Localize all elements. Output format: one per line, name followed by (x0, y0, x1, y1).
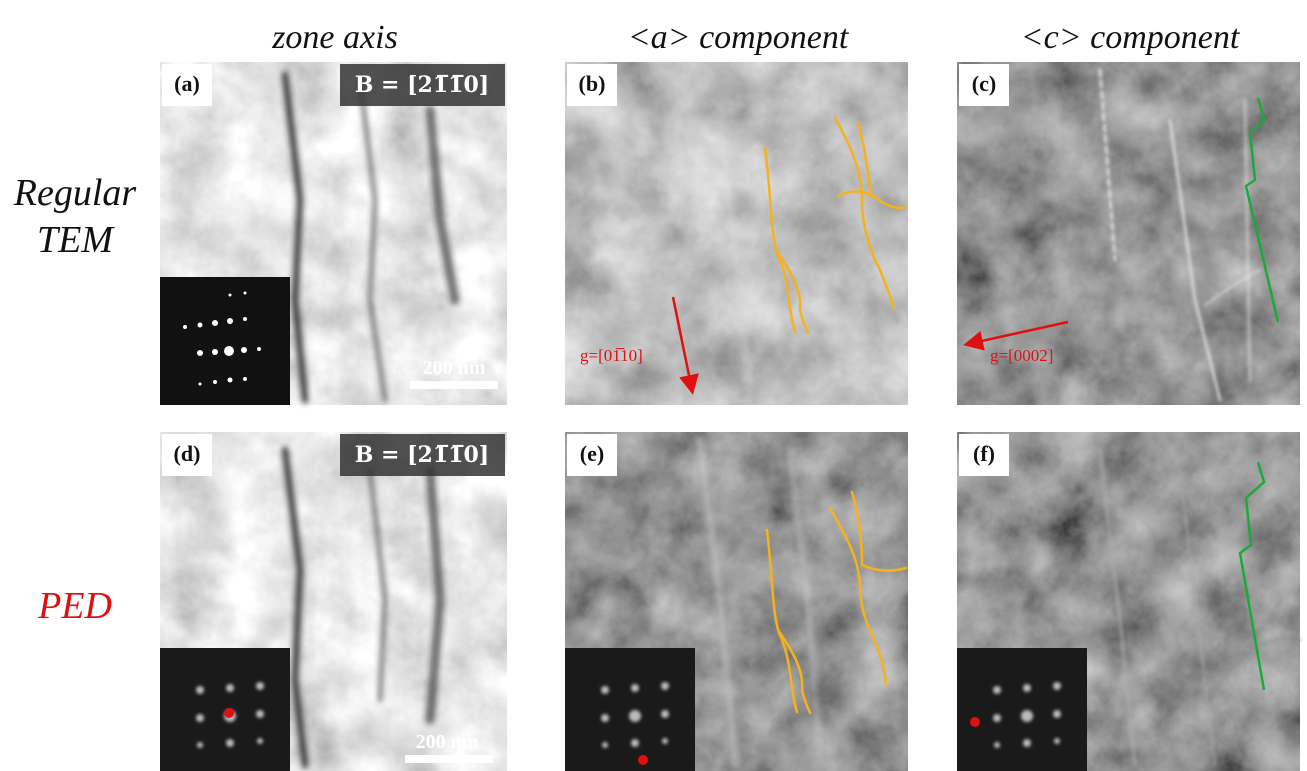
scale-bar-label: 200 nm (416, 731, 479, 753)
row-label: TEM (37, 219, 115, 261)
micrograph (160, 62, 1300, 771)
panel-label: (d) (174, 441, 201, 466)
figure: zone axis <a> component <c> component Re… (0, 0, 1307, 771)
panel-label: (f) (973, 441, 995, 466)
column-header: <c> component (1021, 19, 1241, 56)
panel-label: (a) (174, 71, 200, 96)
g-vector-label: g=[0002] (990, 346, 1053, 365)
panel-label: (e) (580, 441, 604, 466)
panel-label: (b) (579, 71, 606, 96)
column-header: <a> component (628, 19, 850, 56)
zone-axis: B = [21̅1̅0] (355, 442, 489, 468)
row-label: Regular (13, 172, 137, 214)
scale-bar (410, 381, 498, 389)
scale-bar-label: 200 nm (423, 357, 486, 379)
zone-axis: B = [21̅1̅0] (355, 72, 489, 98)
g-vector-label: g=[01̅10] (580, 346, 643, 365)
row-label: PED (37, 585, 112, 627)
column-header: zone axis (271, 19, 398, 56)
panel-label: (c) (972, 71, 996, 96)
scale-bar (405, 755, 493, 763)
